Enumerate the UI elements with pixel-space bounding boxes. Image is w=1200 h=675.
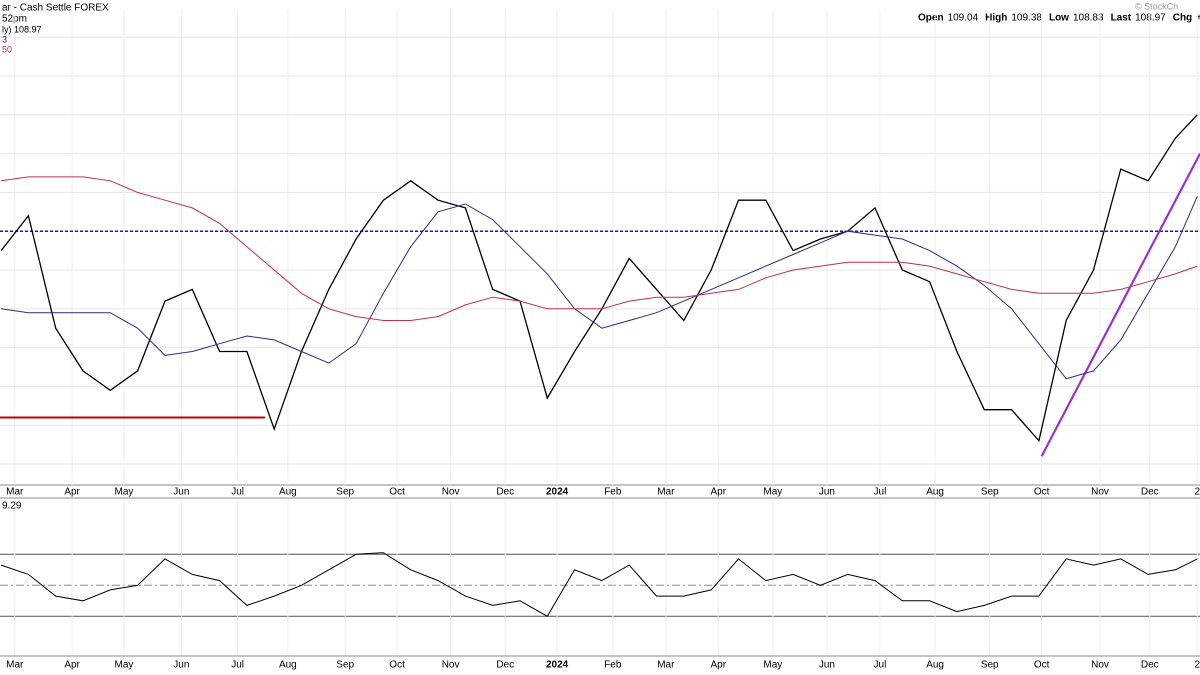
x-tick-label: 2 [1194,487,1200,498]
x-tick-label: Dec [496,660,514,671]
x-tick-label: Jul [874,487,887,498]
x-tick-label: Mar [657,487,675,498]
x-tick-label: Nov [1091,660,1109,671]
x-tick-label: Dec [1141,487,1159,498]
x-tick-label: Sep [981,660,999,671]
panel-label: 9.29 [2,501,22,512]
quote-value: 109.04 [948,13,979,24]
x-tick-label: Mar [6,487,24,498]
x-tick-label: Feb [604,487,622,498]
x-tick-label: Apr [710,487,726,498]
quote-value: +0.0 [1196,13,1200,24]
x-tick-label: Jun [819,660,835,671]
x-tick-label: Dec [496,487,514,498]
x-tick-label: Apr [64,660,80,671]
x-tick-label: May [763,487,782,498]
x-tick-label: May [115,660,134,671]
x-tick-label: 2 [1194,660,1200,671]
x-tick-label: Oct [389,660,405,671]
series-line [0,552,1198,617]
x-tick-label: Aug [926,487,944,498]
legend-entry: 3 [2,34,7,44]
x-tick-label: Apr [64,487,80,498]
x-tick-label: Mar [6,660,24,671]
x-tick-label: Jun [173,487,189,498]
watermark: © StockCh [1135,1,1178,11]
x-tick-label: Aug [926,660,944,671]
x-tick-label: Nov [442,660,460,671]
x-tick-label: Dec [1141,660,1159,671]
series-line [0,114,1198,443]
x-tick-label: Aug [279,660,297,671]
x-tick-label: May [115,487,134,498]
x-tick-label: Apr [710,660,726,671]
x-tick-label: Mar [657,660,675,671]
x-tick-label: Sep [981,487,999,498]
x-tick-label: Sep [336,660,354,671]
x-tick-label: Jul [231,487,244,498]
x-tick-label: Oct [1034,660,1050,671]
quote-label: Chg [1173,13,1192,24]
x-tick-label: 2024 [546,660,569,671]
series-line [1,196,1198,380]
x-tick-label: Jul [874,660,887,671]
quote-value: 109.38 [1011,13,1042,24]
quote-label: Low [1049,13,1069,24]
legend-entry: ly) 108.97 [2,24,42,34]
quote-label: Last [1111,13,1132,24]
x-tick-label: Jun [819,487,835,498]
x-tick-label: Aug [279,487,297,498]
trend-line [1040,153,1200,457]
quote-label: High [985,13,1007,24]
quote-label: Open [918,13,944,24]
x-tick-label: Nov [1091,487,1109,498]
quote-value: 108.83 [1073,13,1104,24]
x-tick-label: Jul [231,660,244,671]
legend-entry: 50 [2,44,12,54]
x-tick-label: Jun [173,660,189,671]
x-tick-label: Feb [604,660,622,671]
x-tick-label: Nov [442,487,460,498]
x-tick-label: Oct [1034,487,1050,498]
x-tick-label: May [763,660,782,671]
x-tick-label: Sep [336,487,354,498]
series-line [1,176,1198,321]
x-tick-label: 2024 [546,487,569,498]
quote-value: 108.97 [1135,13,1166,24]
chart-title: ar - Cash Settle FOREX [2,3,109,14]
x-tick-label: Oct [389,487,405,498]
